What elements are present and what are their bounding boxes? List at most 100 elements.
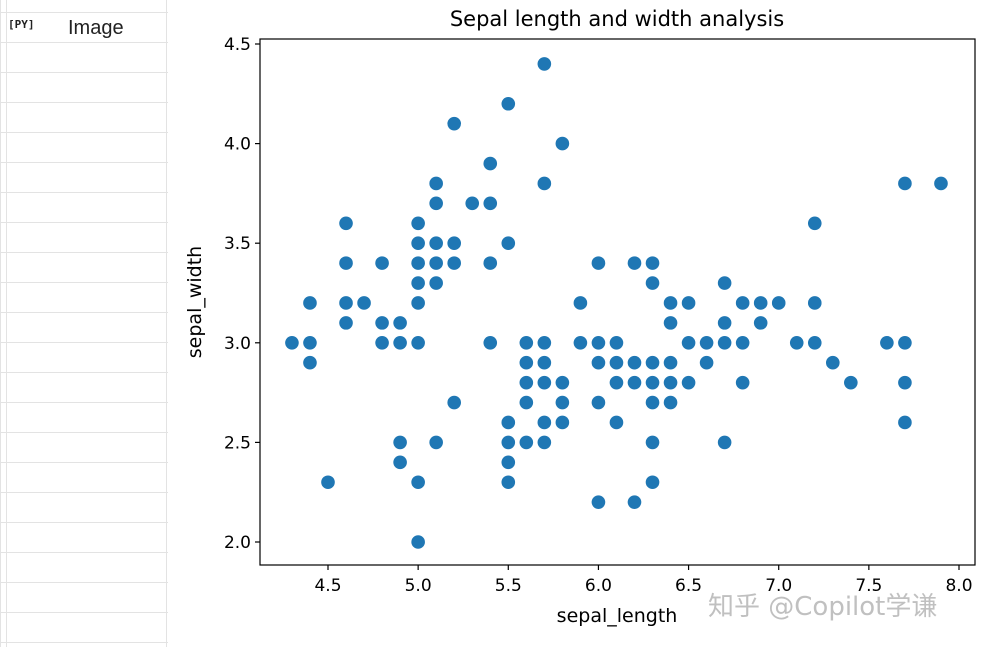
scatter-point: [375, 316, 389, 330]
scatter-point: [663, 375, 678, 390]
scatter-point: [483, 156, 498, 171]
y-tick-label: 4.5: [224, 35, 251, 55]
scatter-point: [753, 316, 768, 330]
scatter-point: [429, 236, 443, 250]
scatter-point: [519, 435, 534, 450]
scatter-point: [898, 375, 912, 390]
scatter-point: [537, 375, 552, 390]
scatter-point: [681, 375, 696, 390]
scatter-point: [645, 395, 660, 410]
scatter-point: [645, 256, 660, 270]
scatter-point: [699, 355, 714, 370]
scatter-point: [303, 296, 317, 310]
scatter-point: [591, 395, 606, 410]
scatter-points: [285, 57, 948, 549]
y-tick-label: 2.0: [224, 533, 251, 553]
scatter-point: [537, 355, 552, 370]
scatter-point: [519, 355, 534, 370]
scatter-point: [339, 216, 353, 231]
scatter-point: [411, 236, 425, 250]
scatter-point: [555, 415, 570, 430]
scatter-point: [681, 296, 696, 310]
scatter-point: [429, 196, 443, 211]
scatter-point: [609, 375, 624, 390]
scatter-point: [663, 296, 678, 310]
scatter-point: [699, 336, 714, 350]
scatter-point: [826, 355, 840, 370]
scatter-point: [898, 415, 912, 430]
scatter-point: [411, 216, 425, 231]
scatter-point: [375, 256, 389, 270]
x-tick-label: 5.0: [405, 576, 432, 596]
scatter-point: [537, 415, 552, 430]
scatter-point: [591, 256, 606, 270]
scatter-point: [663, 355, 678, 370]
scatter-point: [555, 395, 570, 410]
x-tick-label: 4.5: [314, 576, 341, 596]
scatter-point: [537, 57, 552, 71]
scatter-point: [771, 296, 786, 310]
scatter-point: [609, 415, 624, 430]
scatter-point: [880, 336, 894, 350]
scatter-point: [645, 435, 660, 450]
scatter-point: [447, 395, 462, 410]
scatter-point: [393, 455, 407, 470]
scatter-point: [844, 375, 858, 390]
scatter-point: [429, 256, 443, 270]
scatter-point: [645, 276, 660, 290]
scatter-point: [537, 176, 552, 191]
scatter-point: [681, 336, 696, 350]
scatter-point: [393, 336, 407, 350]
scatter-point: [735, 375, 750, 390]
scatter-point: [519, 395, 534, 410]
scatter-point: [898, 176, 912, 191]
y-tick-label: 3.0: [224, 334, 251, 354]
plot-frame: [259, 38, 976, 566]
scatter-point: [573, 296, 588, 310]
scatter-point: [609, 355, 624, 370]
scatter-point: [465, 196, 480, 211]
scatter-point: [303, 336, 317, 350]
x-tick-label: 8.0: [945, 576, 972, 596]
scatter-point: [645, 355, 660, 370]
scatter-point: [807, 216, 822, 231]
scatter-point: [627, 355, 642, 370]
scatter-point: [411, 256, 425, 270]
scatter-point: [663, 316, 678, 330]
scatter-point: [627, 495, 642, 509]
scatter-point: [501, 96, 516, 111]
scatter-point: [483, 256, 498, 270]
scatter-point: [375, 336, 389, 350]
scatter-point: [807, 296, 822, 310]
scatter-point: [717, 336, 732, 350]
watermark-text: 知乎 @Copilot学谦: [708, 592, 938, 622]
scatter-point: [339, 296, 353, 310]
scatter-point: [807, 336, 822, 350]
scatter-point: [411, 475, 425, 490]
scatter-point: [411, 535, 425, 549]
scatter-point: [357, 296, 371, 310]
scatter-point: [717, 435, 732, 450]
scatter-point: [555, 375, 570, 390]
scatter-point: [321, 475, 335, 490]
scatter-point: [303, 355, 317, 370]
scatter-point: [483, 336, 498, 350]
scatter-point: [393, 316, 407, 330]
scatter-point: [573, 336, 588, 350]
scatter-point: [537, 435, 552, 450]
scatter-point: [717, 276, 732, 290]
x-tick-label: 7.5: [855, 576, 882, 596]
scatter-point: [591, 495, 606, 509]
scatter-point: [753, 296, 768, 310]
scatter-point: [627, 256, 642, 270]
scatter-point: [645, 375, 660, 390]
python-cell-icon: [PY]: [8, 18, 35, 31]
scatter-point: [934, 176, 948, 191]
scatter-point: [591, 355, 606, 370]
sheet-column-line: [166, 0, 167, 647]
scatter-point: [429, 435, 443, 450]
x-tick-label: 7.0: [765, 576, 792, 596]
cell-type-label[interactable]: Image: [68, 17, 124, 39]
scatter-point: [735, 336, 750, 350]
